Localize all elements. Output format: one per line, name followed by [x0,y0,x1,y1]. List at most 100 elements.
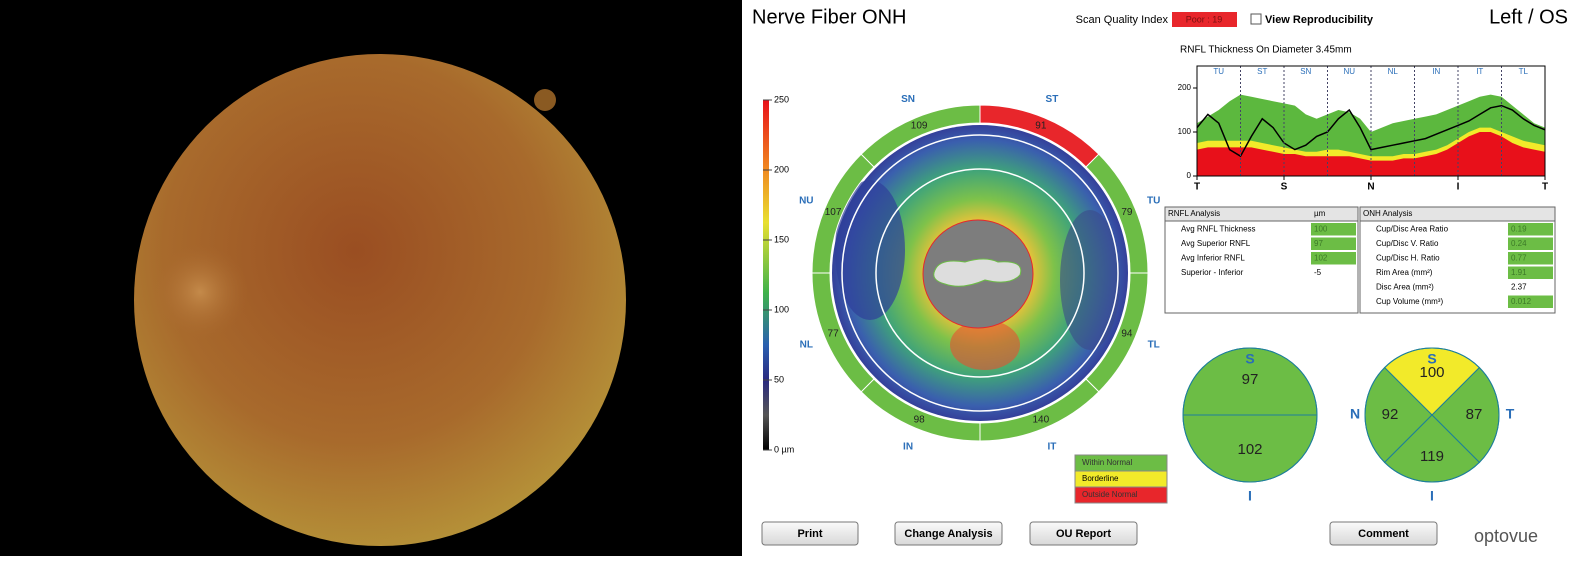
view-reproducibility[interactable]: View Reproducibility [1265,14,1374,26]
row-label: Cup/Disc H. Ratio [1376,253,1440,262]
measure-circle [841,134,1119,412]
fundus-edge [534,89,556,111]
row-label: Cup Volume (mm³) [1376,297,1443,306]
pie-outline [1364,347,1500,483]
chart-title: RNFL Thickness On Diameter 3.45mm [1180,45,1352,56]
pie-value: 92 [1382,406,1399,423]
optic-disc [152,244,248,340]
legend-label: Outside Normal [1082,490,1138,499]
table-title: ONH Analysis [1363,209,1412,218]
row-label: Cup/Disc V. Ratio [1376,239,1439,248]
color-scale [763,100,769,450]
row-value: 100 [1314,224,1328,233]
button-label[interactable]: Print [797,528,822,540]
row-value: 2.37 [1511,282,1527,291]
y-tick-label: 0 [1187,171,1192,180]
value-cell [1508,295,1553,308]
value-cell [1311,237,1356,250]
row-value: 102 [1314,253,1328,262]
map-blob [835,180,905,320]
button[interactable] [894,521,1003,546]
checkbox[interactable] [1250,13,1262,25]
x-tick-label: T [1194,182,1200,193]
scan-quality-value: Poor : 19 [1186,14,1223,24]
table-unit: µm [1314,209,1326,218]
value-cell [1311,266,1356,279]
scale-label: 0 µm [774,444,794,454]
ring-sector [860,104,981,168]
table-header [1164,206,1359,222]
row-label: Cup/Disc Area Ratio [1376,224,1449,233]
button-label[interactable]: OU Report [1056,528,1111,540]
segment-label: ST [1257,67,1267,76]
legend-label: Within Normal [1082,458,1132,467]
scale-label: 150 [774,234,789,244]
scale-label: 200 [774,164,789,174]
value-cell [1508,281,1553,294]
pie-value: 119 [1420,448,1444,465]
row-value: 0.24 [1511,239,1527,248]
sector-name: NU [799,196,813,207]
pie-label: I [1248,488,1252,504]
pie-value: 87 [1466,406,1483,423]
value-cell [1508,237,1553,250]
row-label: Superior - Inferior [1181,268,1244,277]
row-label: Avg Superior RNFL [1181,239,1251,248]
segment-label: TU [1213,67,1224,76]
segment-label: NL [1388,67,1399,76]
pie-value: 97 [1242,371,1259,388]
row-value: 97 [1314,239,1323,248]
measure-circle [875,168,1085,378]
row-value: 1.91 [1511,268,1527,277]
sector-value: 98 [914,415,926,426]
sector-value: 79 [1121,207,1133,218]
x-tick-label: T [1542,182,1548,193]
eye-label: Left / OS [1489,6,1568,28]
pie-value: 100 [1419,364,1444,381]
button[interactable] [1029,521,1138,546]
sector-name: ST [1046,94,1059,105]
segment-label: NU [1343,67,1355,76]
pie-value: 102 [1237,441,1262,458]
sector-name: IN [903,441,913,452]
sector-name: SN [901,94,915,105]
pie-outline [1182,347,1318,483]
button-label[interactable]: Comment [1358,528,1409,540]
scale-label: 250 [774,94,789,104]
value-cell [1311,252,1356,265]
legend-swatch [1074,486,1168,504]
scale-label: 100 [774,304,789,314]
patient-line [1196,104,1546,158]
sector-value: 77 [828,328,840,339]
y-tick-label: 200 [1178,83,1192,92]
row-label: Rim Area (mm²) [1376,268,1433,277]
button-label[interactable]: Change Analysis [904,528,992,540]
scale-label: 50 [774,374,784,384]
value-cell [1508,252,1553,265]
title: Nerve Fiber ONH [752,6,906,28]
button[interactable] [1329,521,1438,546]
sector-value: 140 [1033,415,1050,426]
value-cell [1508,266,1553,279]
pie-label: N [1350,406,1360,422]
row-label: Avg Inferior RNFL [1181,253,1245,262]
x-tick-label: N [1367,182,1374,193]
segment-label: SN [1300,67,1311,76]
y-tick-label: 100 [1178,127,1192,136]
pie-label: S [1427,351,1436,367]
sector-name: TU [1147,196,1160,207]
value-cell [1311,223,1356,236]
pie-label: S [1245,351,1254,367]
scan-quality-label: Scan Quality Index [1076,14,1169,26]
fundus-image [134,54,626,546]
pie-label: I [1430,488,1434,504]
map-blob [950,320,1020,370]
sector-value: 107 [825,207,842,218]
scan-quality-box [1172,12,1237,27]
segment-label: IT [1476,67,1483,76]
row-value: 0.77 [1511,253,1527,262]
pie-label: T [1506,406,1515,422]
button[interactable] [761,521,859,546]
legend-label: Borderline [1082,474,1119,483]
